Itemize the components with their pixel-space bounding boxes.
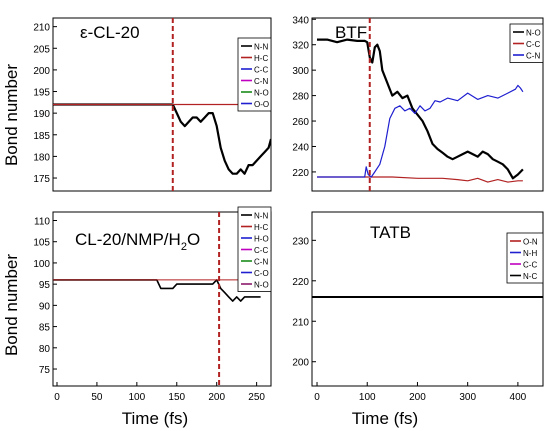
legend-label: H-O <box>254 235 269 244</box>
x-axis-label-left: Time (fs) <box>122 409 188 428</box>
y-tick-label: 180 <box>33 152 50 163</box>
panel-title: ε-CL-20 <box>80 23 140 42</box>
legend-box <box>237 37 272 112</box>
series-line-n-o <box>317 38 524 180</box>
legend-label: N-C <box>523 272 537 281</box>
x-axis-label-right: Time (fs) <box>352 409 418 428</box>
y-axis-label-top: Bond number <box>2 64 21 166</box>
legend-label: N-O <box>254 89 269 98</box>
y-tick-label: 280 <box>292 92 309 103</box>
x-tick-label: 400 <box>510 392 527 403</box>
y-tick-label: 220 <box>292 168 309 179</box>
x-tick-label: 200 <box>409 392 426 403</box>
panel-tatb: 200 210 220 230 0 100 200 300 400 TATB O-N N-H C-C N-… <box>292 211 544 403</box>
y-tick-label: 80 <box>39 344 51 355</box>
x-tick-label: 50 <box>91 392 103 403</box>
y-axis-label-bottom: Bond number <box>2 254 21 356</box>
series-line-n-n <box>53 103 271 175</box>
plot-frame <box>52 211 272 387</box>
y-tick-label: 205 <box>33 44 50 55</box>
legend-label: H-C <box>254 223 268 232</box>
y-tick-label: 110 <box>34 216 50 227</box>
panel-title-suffix: O <box>187 230 200 249</box>
panel-title: TATB <box>370 223 411 242</box>
x-tick-label: 250 <box>248 392 265 403</box>
series-line-c-c <box>317 176 523 183</box>
x-tick-label: 150 <box>168 392 185 403</box>
y-tick-label: 95 <box>39 280 51 291</box>
y-tick-label: 105 <box>33 238 50 249</box>
series-line-n-n <box>53 279 261 302</box>
legend-label: C-C <box>526 40 540 49</box>
legend: O-N N-H C-C N-C <box>506 232 544 284</box>
legend-label: C-C <box>254 246 268 255</box>
y-tick-label: 300 <box>292 66 309 77</box>
y-tick-label: 90 <box>39 301 51 312</box>
y-tick-label: 340 <box>292 15 309 26</box>
panel-title: CL-20/NMP/H2O <box>75 230 200 253</box>
legend-label: O-O <box>254 100 269 109</box>
legend-label: C-C <box>254 66 268 75</box>
y-tick-label: 240 <box>292 142 309 153</box>
x-tick-label: 100 <box>129 392 146 403</box>
panel-ecl20: 175 180 185 190 195 200 205 210 ε-CL-20 N-N H-C C-C… <box>33 17 272 192</box>
legend: N-N H-C C-C C-N N-O O-O <box>237 37 272 112</box>
legend-label: H-C <box>254 54 268 63</box>
y-tick-label: 200 <box>292 358 309 369</box>
panel-cl20-nmp-h2o: 75 80 85 90 95 100 105 110 0 50 100 150 200 250 CL-20/… <box>33 206 272 403</box>
x-tick-label: 100 <box>359 392 376 403</box>
x-tick-label: 200 <box>208 392 225 403</box>
series-line-c-n <box>317 84 524 178</box>
y-tick-label: 195 <box>33 88 50 99</box>
y-tick-label: 210 <box>33 23 50 34</box>
legend-label: N-N <box>254 212 268 221</box>
y-tick-label: 260 <box>292 117 309 128</box>
panel-title-subscript: 2 <box>181 241 187 253</box>
panel-title: BTF <box>335 23 367 42</box>
x-tick-label: 0 <box>314 392 320 403</box>
legend-label: C-C <box>523 261 537 270</box>
legend: N-O C-C C-N <box>509 23 544 63</box>
legend: N-N H-C H-O C-C C-N C-O N-O <box>237 206 272 292</box>
y-tick-label: 85 <box>39 323 51 334</box>
y-tick-label: 190 <box>33 109 50 120</box>
y-tick-label: 185 <box>33 131 50 142</box>
legend-label: N-H <box>523 249 537 258</box>
panel-btf: 220 240 260 280 300 320 340 BTF N-O C-C C-N <box>292 15 544 192</box>
y-tick-label: 230 <box>292 236 309 247</box>
x-tick-label: 0 <box>54 392 60 403</box>
legend-label: C-O <box>254 269 269 278</box>
y-tick-label: 75 <box>39 365 51 376</box>
y-tick-label: 320 <box>292 41 309 52</box>
y-tick-label: 200 <box>33 66 50 77</box>
x-tick-label: 300 <box>459 392 476 403</box>
legend-label: C-N <box>254 258 268 267</box>
y-tick-label: 220 <box>292 277 309 288</box>
y-tick-label: 175 <box>33 174 50 185</box>
legend-label: C-N <box>526 52 540 61</box>
legend-label: N-O <box>254 281 269 290</box>
plot-frame <box>311 17 544 192</box>
legend-label: O-N <box>523 238 538 247</box>
legend-label: C-N <box>254 77 268 86</box>
y-tick-label: 210 <box>292 317 309 328</box>
legend-label: N-N <box>254 43 268 52</box>
plot-frame <box>311 211 544 387</box>
y-tick-label: 100 <box>33 259 50 270</box>
legend-label: N-O <box>526 29 541 38</box>
